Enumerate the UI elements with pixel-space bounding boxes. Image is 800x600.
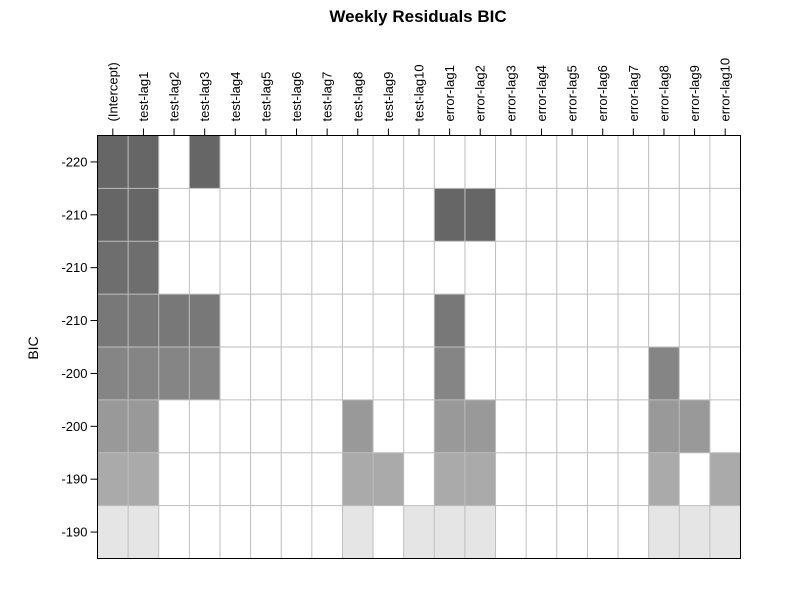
cell-error-lag2-row-6 — [464, 399, 496, 453]
x-tick-label: error-lag6 — [595, 65, 610, 121]
left-axis: -220 -210 -210 -210 -200 -200 -190 -190 — [61, 154, 98, 540]
top-axis: (Intercept) test-lag1 test-lag2 test-lag3 te… — [105, 58, 733, 136]
cell-test-lag3-row-5 — [189, 347, 220, 400]
cell-intercept-row-2 — [97, 188, 129, 242]
x-tick-label: test-lag1 — [136, 72, 151, 122]
cell-error-lag8-row-5 — [648, 347, 680, 400]
chart-title: Weekly Residuals BIC — [329, 7, 506, 26]
x-tick-label: error-lag10 — [718, 58, 733, 122]
cell-error-lag2-row-8 — [464, 505, 496, 559]
y-tick-label: -210 — [61, 313, 87, 328]
x-tick-label: error-lag1 — [442, 65, 457, 121]
x-tick-label: test-lag9 — [381, 72, 396, 122]
cell-error-lag10-row-7 — [709, 452, 741, 506]
cell-error-lag8-row-8 — [648, 505, 680, 559]
cell-test-lag1-row-8 — [128, 505, 159, 559]
y-tick-label: -190 — [61, 525, 87, 540]
cell-error-lag1-row-4 — [434, 294, 465, 347]
y-tick-label: -210 — [61, 207, 87, 222]
cell-test-lag1-row-7 — [128, 452, 159, 506]
y-tick-label: -210 — [61, 260, 87, 275]
y-tick-label: -200 — [61, 366, 87, 381]
x-tick-label: error-lag9 — [687, 65, 702, 121]
x-tick-label: test-lag10 — [412, 64, 427, 121]
cell-intercept-row-5 — [97, 347, 129, 400]
cell-intercept-row-7 — [97, 452, 129, 506]
cell-error-lag8-row-7 — [648, 452, 680, 506]
cell-test-lag1-row-3 — [128, 241, 159, 295]
cell-test-lag3-row-1 — [189, 135, 220, 189]
x-tick-label: error-lag8 — [656, 65, 671, 121]
cell-test-lag3-row-4 — [189, 294, 220, 347]
x-tick-label: test-lag3 — [197, 72, 212, 122]
x-tick-label: test-lag2 — [167, 72, 182, 122]
y-axis-label: BIC — [25, 336, 41, 359]
cell-intercept-row-4 — [97, 294, 129, 347]
x-tick-label: test-lag7 — [320, 72, 335, 122]
cell-test-lag1-row-4 — [128, 294, 159, 347]
cell-test-lag1-row-6 — [128, 399, 159, 453]
cell-error-lag10-row-8 — [709, 505, 741, 559]
cell-intercept-row-1 — [97, 135, 129, 189]
cell-test-lag2-row-4 — [158, 294, 190, 347]
x-tick-label: error-lag3 — [503, 65, 518, 121]
cells-layer — [97, 135, 741, 559]
x-tick-label: error-lag5 — [565, 65, 580, 121]
cell-error-lag2-row-7 — [464, 452, 496, 506]
x-tick-label: test-lag4 — [228, 72, 243, 122]
cell-test-lag9-row-7 — [373, 452, 404, 506]
x-tick-label: error-lag4 — [534, 65, 549, 121]
cell-error-lag2-row-2 — [464, 188, 496, 242]
x-tick-label: error-lag7 — [626, 65, 641, 121]
grid-layer — [97, 135, 741, 559]
cell-test-lag8-row-8 — [342, 505, 374, 559]
cell-error-lag1-row-7 — [434, 452, 465, 506]
y-tick-label: -220 — [61, 154, 87, 169]
cell-error-lag1-row-2 — [434, 188, 465, 242]
x-tick-label: (Intercept) — [105, 62, 120, 121]
cell-test-lag1-row-2 — [128, 188, 159, 242]
cell-error-lag8-row-6 — [648, 399, 680, 453]
cell-error-lag1-row-6 — [434, 399, 465, 453]
cell-test-lag8-row-7 — [342, 452, 374, 506]
y-tick-label: -190 — [61, 472, 87, 487]
y-tick-label: -200 — [61, 419, 87, 434]
cell-intercept-row-8 — [97, 505, 129, 559]
cell-error-lag9-row-8 — [679, 505, 710, 559]
cell-test-lag8-row-6 — [342, 399, 374, 453]
cell-test-lag2-row-5 — [158, 347, 190, 400]
cell-error-lag1-row-8 — [434, 505, 465, 559]
cell-error-lag1-row-5 — [434, 347, 465, 400]
cell-test-lag10-row-8 — [403, 505, 435, 559]
cell-intercept-row-3 — [97, 241, 129, 295]
cell-intercept-row-6 — [97, 399, 129, 453]
cell-test-lag1-row-5 — [128, 347, 159, 400]
cell-error-lag9-row-6 — [679, 399, 710, 453]
x-tick-label: error-lag2 — [473, 65, 488, 121]
x-tick-label: test-lag5 — [258, 72, 273, 122]
x-tick-label: test-lag8 — [350, 72, 365, 122]
x-tick-label: test-lag6 — [289, 72, 304, 122]
cell-test-lag1-row-1 — [128, 135, 159, 189]
